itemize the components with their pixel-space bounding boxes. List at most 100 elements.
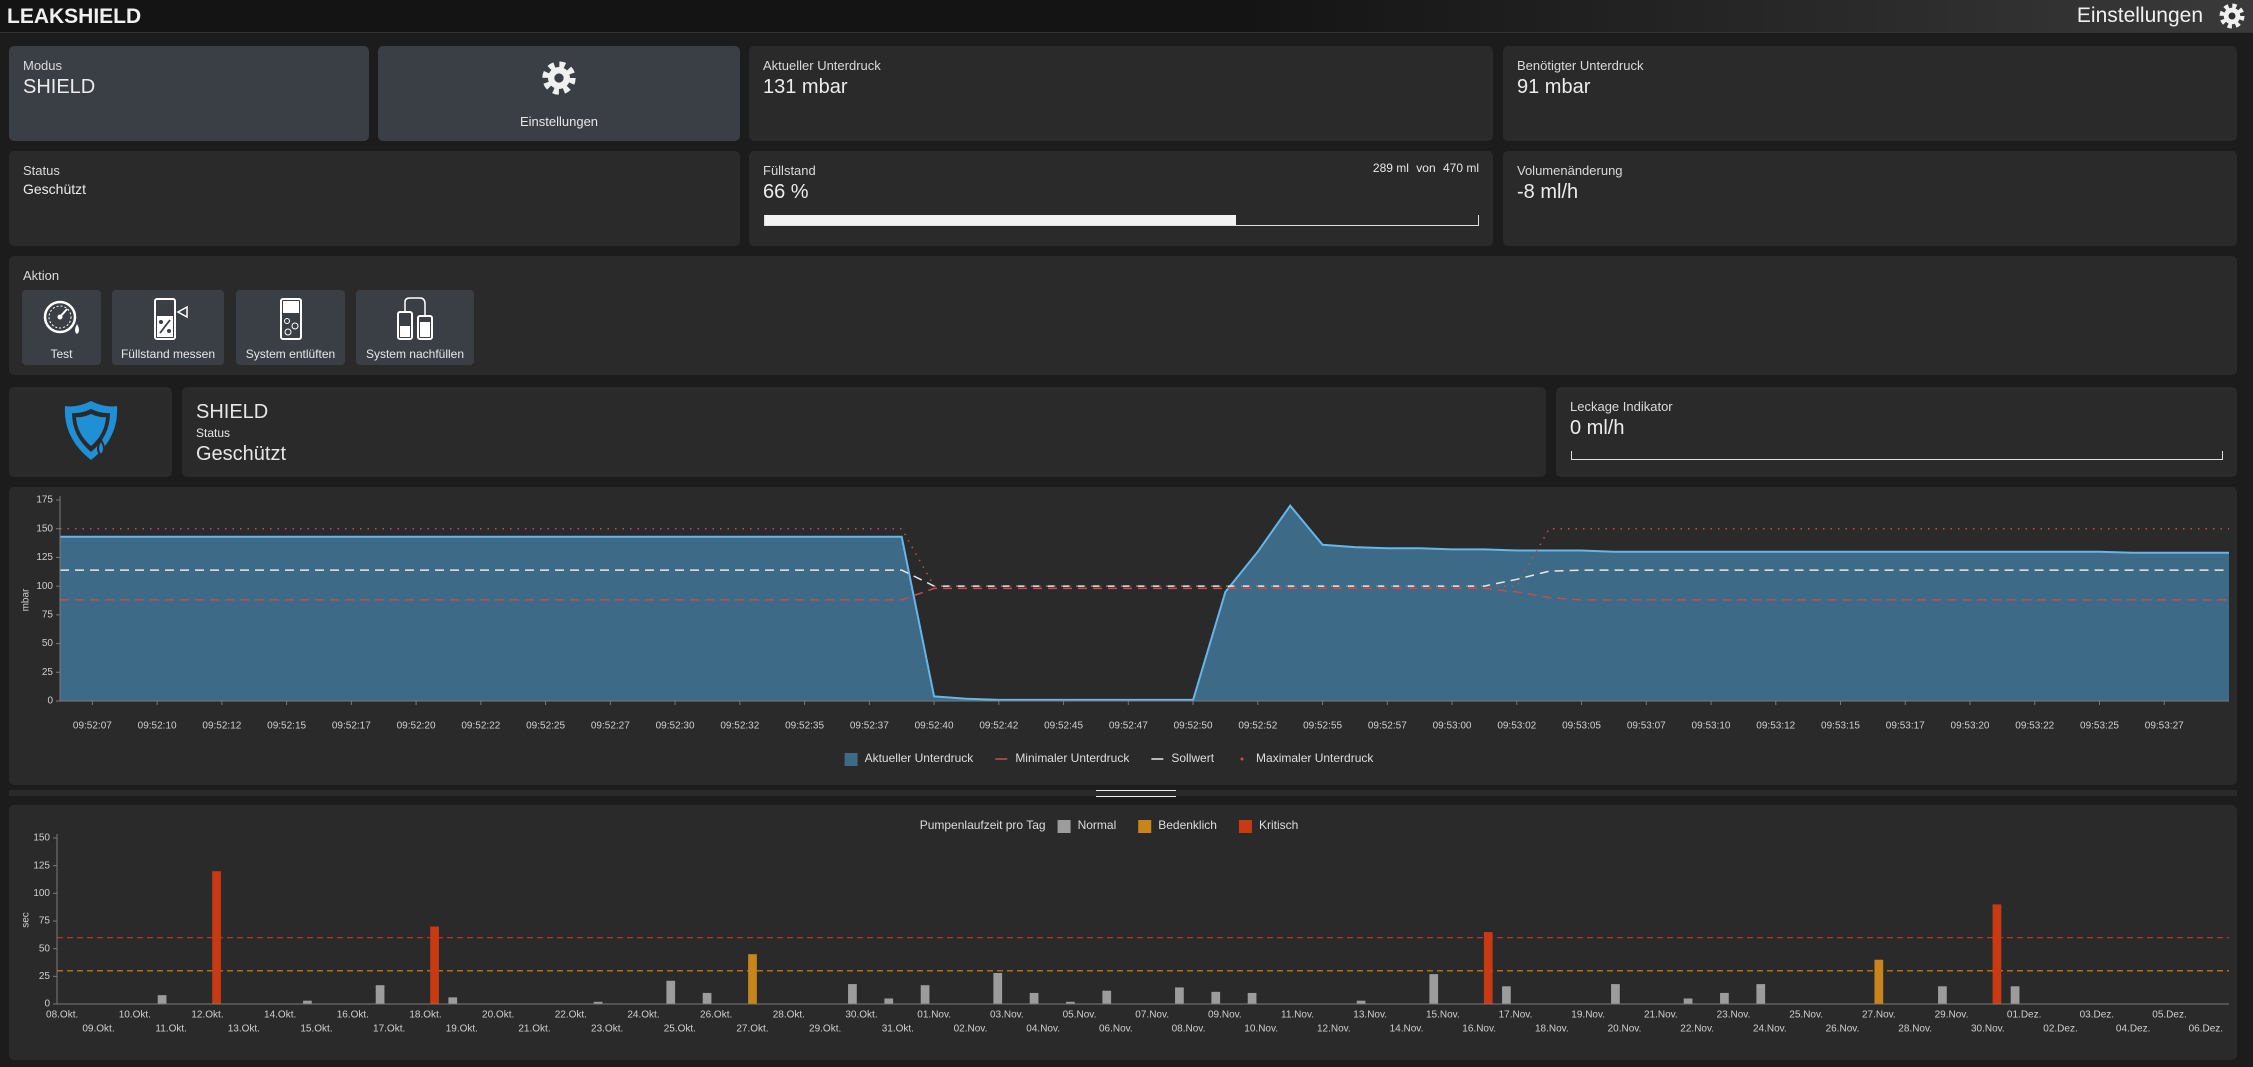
y-tick-label: 100 (33, 888, 50, 899)
settings-gear-icon[interactable] (2217, 1, 2247, 31)
x-tick-label: 20.Nov. (1608, 1024, 1642, 1035)
bar (1247, 992, 1257, 1004)
x-tick-label: 25.Okt. (664, 1024, 696, 1035)
card-value: 131 mbar (763, 76, 848, 98)
y-axis-title: sec (21, 912, 32, 928)
card-label: Modus (23, 58, 63, 73)
settings-link[interactable]: Einstellungen (2076, 4, 2203, 27)
x-tick-label: 22.Nov. (1680, 1024, 1714, 1035)
y-tick-label: 0 (44, 999, 50, 1010)
x-tick-label: 28.Okt. (773, 1010, 805, 1021)
card-label: Füllstand (763, 163, 816, 178)
splitter-grip[interactable] (1096, 790, 1176, 797)
x-tick-label: 09:52:55 (1303, 721, 1342, 732)
action-button[interactable]: System nachfüllen (356, 290, 474, 365)
bar (448, 997, 458, 1004)
bar (920, 985, 930, 1004)
y-tick-label: 25 (39, 971, 51, 982)
y-tick-label: 125 (33, 860, 50, 871)
x-tick-label: 08.Nov. (1172, 1024, 1206, 1035)
card-label: Status (23, 163, 60, 178)
bar (1066, 1001, 1075, 1004)
area-fill (60, 505, 2229, 701)
x-tick-label: 09:52:35 (785, 721, 824, 732)
x-tick-label: 09:53:05 (1562, 721, 1601, 732)
x-tick-label: 24.Okt. (627, 1010, 659, 1021)
x-tick-label: 15.Okt. (300, 1024, 332, 1035)
x-tick-label: 09:52:47 (1109, 721, 1148, 732)
mode-card[interactable]: Modus SHIELD (9, 46, 369, 141)
x-tick-label: 09:52:30 (656, 721, 695, 732)
x-tick-label: 09:52:12 (202, 721, 241, 732)
x-tick-label: 15.Nov. (1426, 1010, 1460, 1021)
x-tick-label: 09:52:50 (1174, 721, 1213, 732)
bar (1483, 932, 1493, 1004)
x-tick-label: 23.Nov. (1717, 1010, 1751, 1021)
action-button[interactable]: System entlüften (236, 290, 345, 365)
x-tick-label: 29.Okt. (809, 1024, 841, 1035)
x-tick-label: 09:53:22 (2015, 721, 2054, 732)
x-tick-label: 09:52:52 (1238, 721, 1277, 732)
card-value: 66 % (763, 181, 809, 203)
bar (1175, 987, 1184, 1004)
splitter[interactable] (9, 790, 2237, 797)
header: LEAKSHIELD Einstellungen (0, 0, 2253, 33)
of: von (1416, 161, 1436, 175)
x-tick-label: 12.Okt. (191, 1010, 223, 1021)
x-tick-label: 09:52:57 (1368, 721, 1407, 732)
app-title: LEAKSHIELD (7, 5, 142, 28)
x-tick-label: 21.Nov. (1644, 1010, 1678, 1021)
x-tick-label: 09.Nov. (1208, 1010, 1242, 1021)
bar (1211, 991, 1221, 1004)
x-tick-label: 10.Nov. (1244, 1024, 1278, 1035)
x-tick-label: 23.Okt. (591, 1024, 623, 1035)
x-tick-label: 09:53:02 (1497, 721, 1536, 732)
x-tick-label: 09:53:15 (1821, 721, 1860, 732)
x-tick-label: 14.Okt. (264, 1010, 296, 1021)
bar (848, 984, 857, 1004)
current-vacuum-card: Aktueller Unterdruck 131 mbar (749, 46, 1493, 141)
y-tick-label: 25 (42, 667, 54, 678)
x-tick-label: 06.Nov. (1099, 1024, 1133, 1035)
y-tick-label: 150 (33, 833, 50, 844)
x-tick-label: 03.Dez. (2080, 1010, 2114, 1021)
fill-level-card: Füllstand 289 ml von 470 ml 66 % (749, 151, 1493, 246)
x-tick-label: 13.Nov. (1353, 1010, 1387, 1021)
required-vacuum-card: Benötigter Unterdruck 91 mbar (1503, 46, 2237, 141)
action-button[interactable]: Füllstand messen (112, 290, 224, 365)
x-tick-label: 09:52:07 (73, 721, 112, 732)
x-tick-label: 12.Nov. (1317, 1024, 1351, 1035)
bar (593, 1001, 603, 1004)
leak-card: Leckage Indikator 0 ml/h (1556, 387, 2237, 477)
x-tick-label: 11.Okt. (155, 1024, 187, 1035)
test-icon (43, 300, 79, 334)
x-tick-label: 09:52:22 (461, 721, 500, 732)
action-button[interactable]: Test (22, 290, 101, 365)
x-tick-label: 22.Okt. (555, 1010, 587, 1021)
x-tick-label: 09:52:10 (138, 721, 177, 732)
bar (1611, 984, 1620, 1004)
card-label: Benötigter Unterdruck (1517, 58, 1644, 73)
y-tick-label: 75 (42, 609, 54, 620)
legend-swatch (1240, 757, 1244, 761)
action-label: System nachfüllen (365, 347, 465, 361)
x-tick-label: 09:52:15 (267, 721, 306, 732)
y-tick-label: 0 (47, 696, 53, 707)
bar (1720, 992, 1729, 1004)
x-tick-label: 09:52:25 (526, 721, 565, 732)
x-tick-label: 14.Nov. (1390, 1024, 1424, 1035)
x-tick-label: 16.Nov. (1462, 1024, 1496, 1035)
bar (1874, 959, 1884, 1004)
card-label: Volumenänderung (1517, 163, 1623, 178)
x-tick-label: 27.Okt. (736, 1024, 768, 1035)
settings-button[interactable]: Einstellungen (378, 46, 740, 141)
card-value: 0 ml/h (1570, 417, 1625, 439)
bar (1429, 974, 1439, 1004)
legend-label: Bedenklich (1158, 818, 1217, 832)
card-label: Aktueller Unterdruck (763, 58, 881, 73)
actions-card: Aktion Test Füllstand messen System entl… (9, 256, 2237, 375)
legend-label: Sollwert (1171, 751, 1214, 765)
x-tick-label: 30.Okt. (845, 1010, 877, 1021)
x-tick-label: 09:52:20 (397, 721, 436, 732)
